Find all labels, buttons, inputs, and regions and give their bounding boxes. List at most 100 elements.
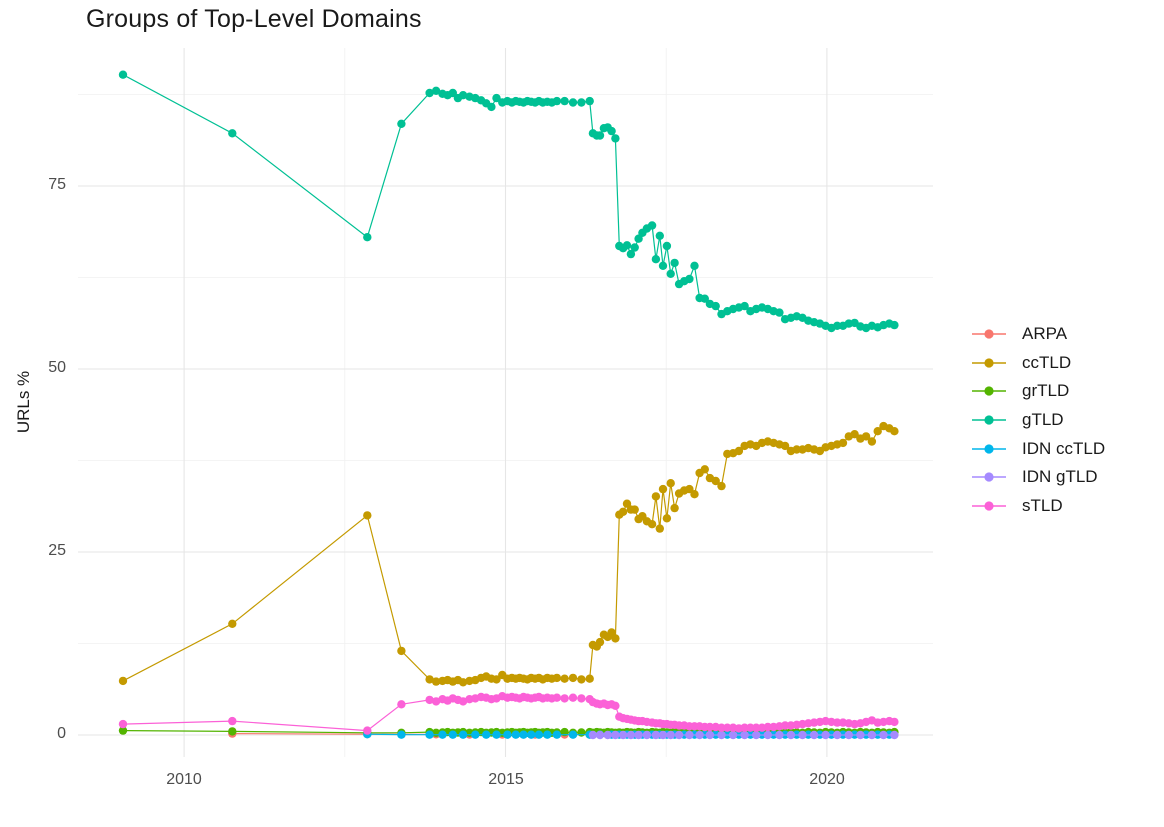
- data-point-idn-gtld: [717, 730, 726, 740]
- data-point-cctld: [838, 438, 848, 448]
- data-point-gtld: [397, 119, 406, 128]
- data-point-gtld: [363, 233, 372, 242]
- data-point-cctld: [618, 507, 628, 516]
- data-point-cctld: [647, 520, 657, 529]
- data-point-cctld: [228, 619, 237, 628]
- legend-label-arpa: ARPA: [1022, 324, 1068, 344]
- data-point-cctld: [861, 432, 871, 441]
- data-point-cctld: [595, 637, 605, 647]
- data-point-gtld: [690, 261, 699, 270]
- data-point-idn-gtld: [833, 730, 842, 740]
- data-point-idn-cctld: [397, 730, 406, 739]
- legend: ARPA ccTLD grTLD gTLD IDN ccTLD IDN gTLD sTLD: [970, 320, 1105, 520]
- data-point-cctld: [585, 674, 594, 683]
- data-point-stld: [752, 723, 761, 732]
- data-point-cctld: [655, 524, 664, 533]
- data-point-gtld: [662, 241, 672, 251]
- data-point-idn-gtld: [879, 730, 888, 740]
- data-point-stld: [890, 717, 899, 727]
- data-point-stld: [228, 716, 237, 726]
- y-tick-label-0: 0: [57, 725, 66, 742]
- data-point-idn-gtld: [666, 730, 675, 740]
- data-point-cctld: [431, 677, 441, 686]
- x-tick-label-2010: 2010: [166, 771, 202, 788]
- data-point-idn-cctld: [471, 730, 480, 739]
- data-point-stld: [723, 723, 732, 732]
- data-point-gtld: [670, 258, 679, 268]
- data-point-idn-gtld: [595, 730, 605, 740]
- legend-label-idn-cctld: IDN ccTLD: [1022, 438, 1106, 458]
- data-point-stld: [577, 694, 586, 703]
- data-point-idn-gtld: [786, 730, 796, 740]
- data-point-gtld: [658, 261, 668, 270]
- data-point-cctld: [690, 490, 699, 499]
- x-tick-label-2015: 2015: [488, 771, 524, 788]
- data-point-gtld: [560, 96, 569, 106]
- data-point-stld: [705, 722, 715, 732]
- data-point-stld: [763, 722, 772, 732]
- data-point-gtld: [666, 269, 675, 278]
- data-point-grtld: [228, 727, 237, 736]
- data-point-stld: [118, 719, 128, 729]
- data-point-cctld: [662, 514, 672, 523]
- data-point-idn-cctld: [482, 730, 491, 739]
- data-point-cctld: [700, 465, 709, 474]
- data-point-gtld: [425, 88, 434, 98]
- data-point-idn-gtld: [798, 730, 807, 740]
- data-point-cctld: [552, 673, 562, 683]
- data-point-gtld: [607, 126, 616, 136]
- data-point-cctld: [666, 479, 675, 488]
- data-point-stld: [552, 693, 562, 702]
- legend-key-arpa: [972, 329, 1006, 339]
- data-point-gtld: [458, 91, 468, 100]
- data-point-cctld: [630, 505, 639, 514]
- data-point-idn-gtld: [821, 730, 830, 740]
- data-point-stld: [431, 697, 441, 706]
- data-point-idn-gtld: [658, 730, 668, 740]
- data-point-cctld: [670, 503, 679, 513]
- data-point-cctld: [458, 678, 468, 687]
- legend-label-stld: sTLD: [1022, 495, 1063, 515]
- legend-item-idn-cctld: IDN ccTLD: [970, 434, 1105, 463]
- data-point-stld: [560, 694, 569, 703]
- data-point-gtld: [630, 243, 639, 252]
- legend-item-gtld: gTLD: [970, 406, 1105, 435]
- data-point-idn-cctld: [458, 730, 468, 739]
- data-point-stld: [458, 697, 468, 706]
- data-point-gtld: [568, 98, 578, 107]
- data-point-stld: [397, 700, 406, 709]
- legend-item-idn-gtld: IDN gTLD: [970, 463, 1105, 492]
- data-point-cctld: [363, 511, 372, 520]
- data-point-gtld: [622, 241, 632, 250]
- chart-title: Groups of Top-Level Domains: [86, 5, 422, 33]
- data-point-idn-cctld: [448, 730, 457, 739]
- data-point-idn-gtld: [775, 730, 784, 740]
- data-point-cctld: [425, 675, 434, 684]
- data-point-stld: [425, 695, 434, 705]
- data-point-idn-cctld: [568, 730, 578, 739]
- data-point-cctld: [568, 673, 578, 683]
- data-point-idn-gtld: [685, 730, 694, 740]
- legend-item-grtld: grTLD: [970, 377, 1105, 406]
- data-point-grtld: [577, 728, 586, 737]
- legend-item-stld: sTLD: [970, 492, 1105, 521]
- data-point-gtld: [228, 129, 237, 138]
- data-point-idn-gtld: [890, 730, 899, 740]
- data-point-cctld: [560, 674, 569, 683]
- legend-label-gtld: gTLD: [1022, 410, 1064, 430]
- data-point-idn-gtld: [603, 730, 612, 740]
- data-point-idn-gtld: [809, 730, 819, 740]
- data-point-idn-cctld: [492, 730, 501, 739]
- data-point-gtld: [655, 231, 664, 240]
- x-tick-label-2020: 2020: [809, 771, 845, 788]
- data-point-idn-gtld: [844, 730, 853, 740]
- data-point-cctld: [685, 484, 694, 494]
- data-point-grtld: [118, 726, 128, 735]
- data-point-idn-gtld: [611, 730, 620, 740]
- data-point-idn-cctld: [552, 730, 562, 739]
- data-point-gtld: [577, 98, 586, 107]
- data-point-idn-gtld: [634, 730, 643, 740]
- data-point-idn-cctld: [511, 730, 520, 739]
- legend-key-stld: [972, 501, 1006, 511]
